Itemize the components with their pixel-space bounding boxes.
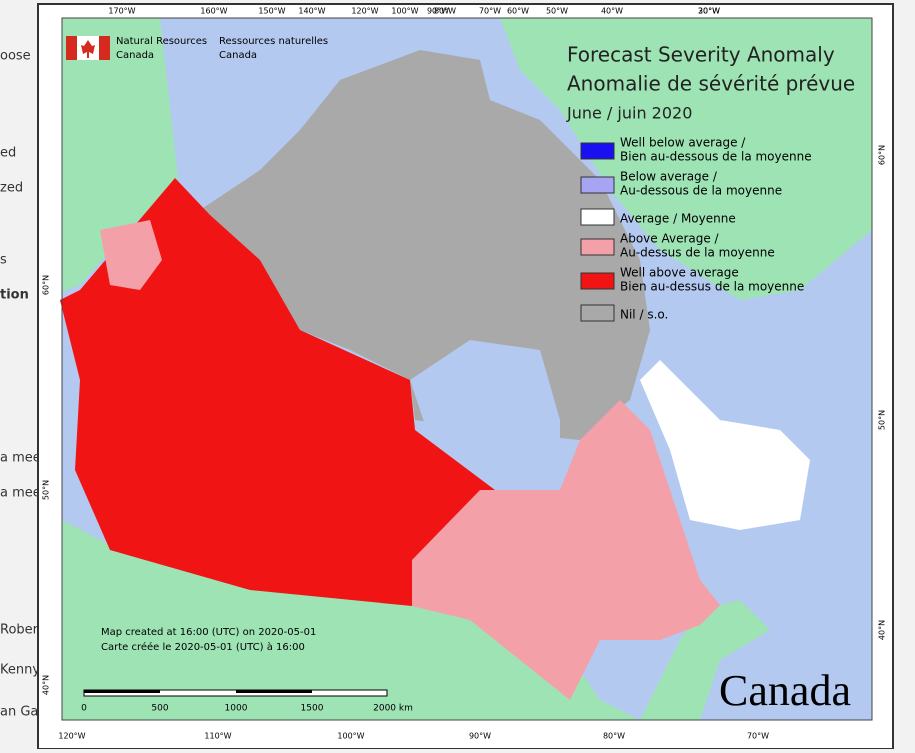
- background-text: zed: [0, 181, 23, 196]
- graticule-label: 60°N: [42, 275, 51, 295]
- graticule-label: 70°W: [747, 732, 769, 741]
- east-region: [412, 400, 720, 700]
- graticule-label: 80°W: [434, 7, 456, 16]
- legend-label: Bien au-dessous de la moyenne: [620, 150, 812, 164]
- graticule-label: 30°W: [698, 7, 720, 16]
- legend-label: Bien au-dessus de la moyenne: [620, 280, 804, 294]
- graticule-label: 100°W: [337, 732, 364, 741]
- graticule-label: 140°W: [298, 7, 325, 16]
- background-page: oose ed zed s tion a mee a mee Rober Kenny an Ga: [0, 49, 41, 720]
- credit: Map created at 16:00 (UTC) on 2020-05-01: [101, 627, 316, 638]
- scale-label: 2000 km: [373, 704, 413, 714]
- maple-leaf: [81, 40, 95, 58]
- legend-label: Nil / s.o.: [620, 308, 668, 322]
- labrador: [640, 360, 810, 530]
- scale-label: 1000: [225, 704, 248, 714]
- hudson-bay: [410, 340, 560, 490]
- scale-label: 0: [81, 704, 87, 714]
- graticule-label: 100°W: [391, 7, 418, 16]
- usa: [62, 520, 640, 720]
- legend-label: Well above average: [620, 266, 739, 280]
- graticule-label: 90°W: [469, 732, 491, 741]
- background-text: oose: [0, 49, 31, 64]
- background-text: an Ga: [0, 705, 38, 720]
- arctic: [200, 50, 650, 440]
- title: Forecast Severity Anomaly: [567, 43, 835, 67]
- background-text: tion: [0, 288, 29, 303]
- graticule-label: 90°W: [427, 7, 449, 16]
- map: [60, 17, 873, 721]
- graticule-label: 50°N: [42, 480, 51, 500]
- legend-swatch: [580, 304, 615, 322]
- scale-bar: [83, 689, 388, 697]
- graticule-label: 50°W: [546, 7, 568, 16]
- legend-label: Below average /: [620, 170, 718, 184]
- graticule-label: 120°W: [351, 7, 378, 16]
- legend-label: Average / Moyenne: [620, 212, 736, 226]
- legend-label: Au-dessous de la moyenne: [620, 184, 782, 198]
- west-region: [60, 178, 495, 606]
- graticule-label: 20°W: [698, 7, 720, 16]
- credit: Carte créée le 2020-05-01 (UTC) à 16:00: [101, 641, 305, 653]
- background-text: a mee: [0, 451, 41, 466]
- agency-text: Canada: [219, 50, 257, 61]
- background-text: a mee: [0, 486, 41, 501]
- legend-swatch: [580, 238, 615, 256]
- graticule-label: 60°N: [878, 145, 887, 165]
- legend-label: Au-dessus de la moyenne: [620, 246, 775, 260]
- patch: [100, 220, 162, 290]
- agency-text: Canada: [116, 50, 154, 61]
- graticule-label: 50°N: [878, 410, 887, 430]
- scale-label: 1500: [301, 704, 324, 714]
- background-text: ed: [0, 146, 16, 161]
- graticule-label: 40°N: [42, 675, 51, 695]
- background-text: s: [0, 253, 7, 268]
- background-text: Kenny: [0, 663, 40, 678]
- legend-label: Above Average /: [620, 232, 720, 246]
- graticule-label: 160°W: [200, 7, 227, 16]
- graticule-label: 120°W: [58, 732, 85, 741]
- legend-swatch: [580, 176, 615, 194]
- scale-label: 500: [151, 704, 168, 714]
- greenland: [500, 18, 872, 300]
- legend-swatch: [580, 208, 615, 226]
- legend-swatch: [580, 272, 615, 290]
- flag-band: [99, 36, 110, 60]
- graticule-label: 40°W: [601, 7, 623, 16]
- legend-label: Well below average /: [620, 136, 746, 150]
- usa-east: [640, 600, 770, 720]
- agency-text: Natural Resources: [116, 36, 207, 47]
- graticule-label: 40°N: [878, 620, 887, 640]
- graticule-label: 110°W: [204, 732, 231, 741]
- graticule-label: 170°W: [108, 7, 135, 16]
- graticule-label: 70°W: [479, 7, 501, 16]
- graticule-label: 150°W: [258, 7, 285, 16]
- legend-swatch: [580, 142, 615, 160]
- map-frame: [61, 17, 873, 721]
- alaska: [62, 18, 178, 292]
- subtitle: June / juin 2020: [566, 104, 692, 123]
- agency-text: Ressources naturelles: [219, 36, 328, 47]
- graticule-label: 80°W: [603, 732, 625, 741]
- background-text: Rober: [0, 623, 39, 638]
- title: Anomalie de sévérité prévue: [567, 72, 855, 96]
- wordmark: Canada: [719, 666, 851, 715]
- graticule-label: 60°W: [507, 7, 529, 16]
- flag-band: [66, 36, 77, 60]
